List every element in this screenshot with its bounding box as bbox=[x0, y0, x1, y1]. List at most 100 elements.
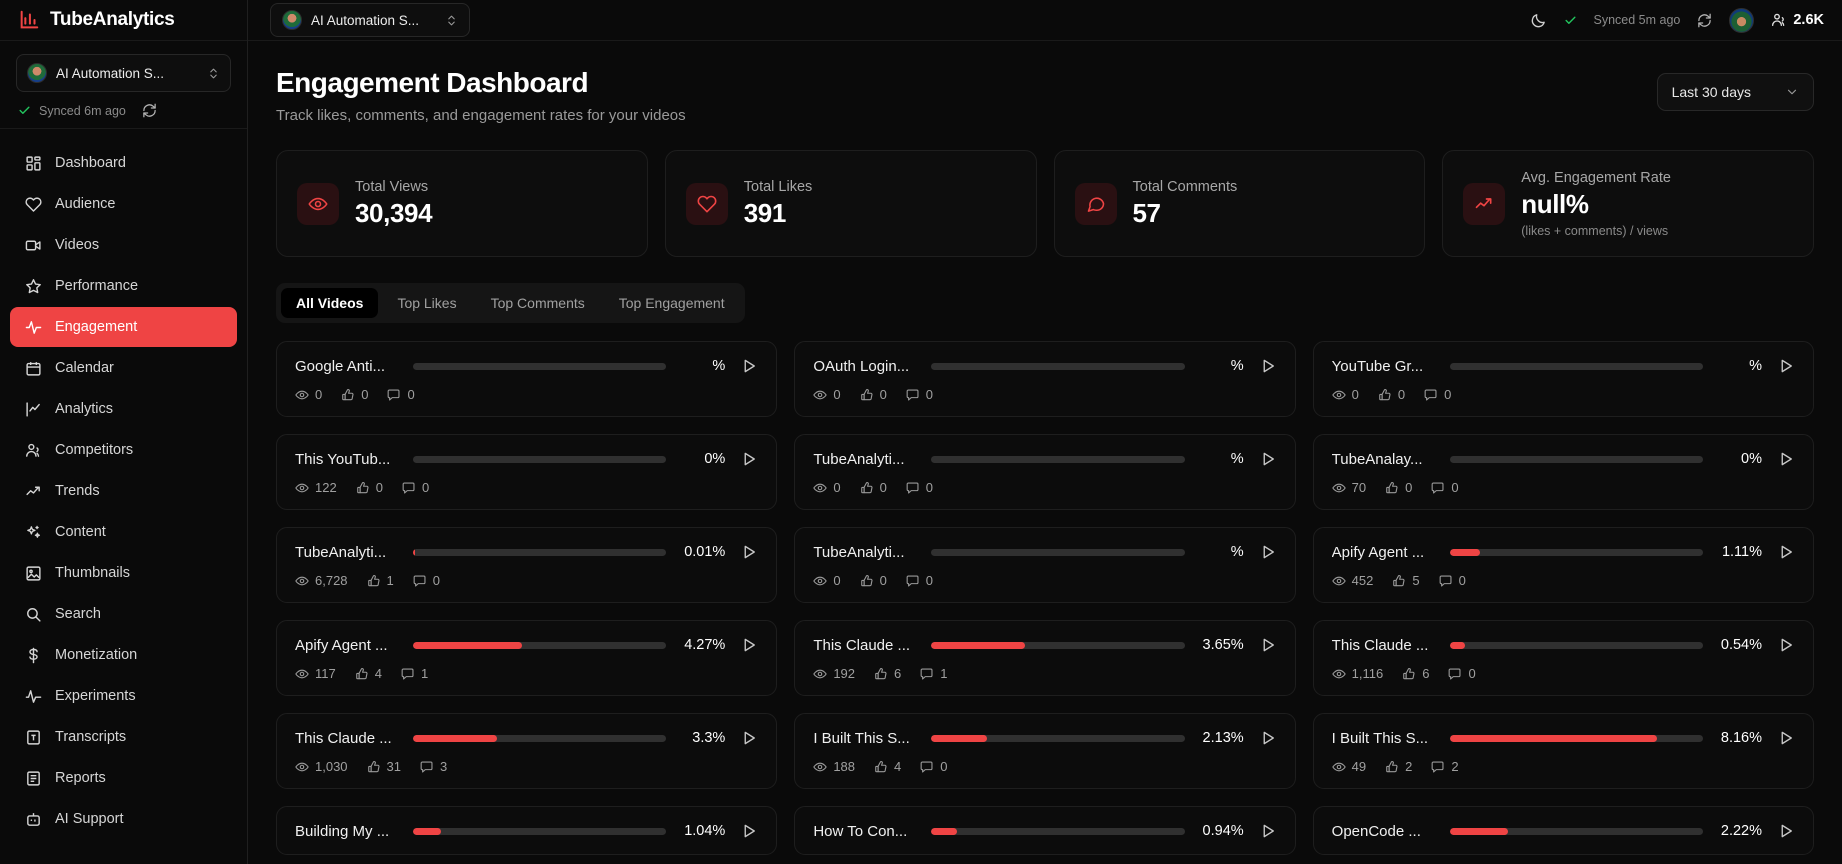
video-card[interactable]: This Claude ... 0.54% 1,116 6 0 bbox=[1312, 620, 1814, 696]
video-card[interactable]: I Built This S... 8.16% 49 2 2 bbox=[1312, 713, 1814, 789]
robot-icon bbox=[24, 810, 42, 828]
sidebar-item-audience[interactable]: Audience bbox=[10, 184, 237, 224]
video-card[interactable]: Apify Agent ... 4.27% 117 4 1 bbox=[276, 620, 778, 696]
topbar-sync-text: Synced 5m ago bbox=[1593, 13, 1681, 27]
sidebar-item-reports[interactable]: Reports bbox=[10, 758, 237, 798]
stat-value: 30,394 bbox=[355, 197, 433, 228]
eye-icon bbox=[1331, 388, 1346, 402]
likes-metric: 0 bbox=[860, 573, 887, 588]
engagement-rate-value: 2.22% bbox=[1720, 823, 1762, 839]
play-icon[interactable] bbox=[1257, 822, 1277, 840]
play-icon[interactable] bbox=[738, 450, 758, 468]
sidebar-item-transcripts[interactable]: Transcripts bbox=[10, 717, 237, 757]
play-icon[interactable] bbox=[1257, 729, 1277, 747]
video-card[interactable]: YouTube Gr...% 0 0 0 bbox=[1312, 341, 1814, 417]
video-metrics: 452 5 0 bbox=[1331, 573, 1795, 588]
sidebar-item-search[interactable]: Search bbox=[10, 594, 237, 634]
sidebar-item-thumbnails[interactable]: Thumbnails bbox=[10, 553, 237, 593]
sidebar-item-engagement[interactable]: Engagement bbox=[10, 307, 237, 347]
comments-metric-value: 0 bbox=[1444, 387, 1452, 402]
video-card[interactable]: TubeAnalyti... 0.01% 6,728 1 0 bbox=[276, 527, 778, 603]
video-card[interactable]: This Claude ... 3.65% 192 6 1 bbox=[794, 620, 1296, 696]
eye-icon bbox=[1331, 667, 1346, 681]
eye-icon bbox=[295, 388, 309, 402]
date-range-select[interactable]: Last 30 days bbox=[1656, 73, 1814, 111]
views-metric-value: 6,728 bbox=[315, 573, 348, 588]
play-icon[interactable] bbox=[1775, 543, 1795, 561]
sidebar-item-label: AI Support bbox=[55, 811, 124, 827]
sidebar-item-monetization[interactable]: Monetization bbox=[10, 635, 237, 675]
video-card[interactable]: OpenCode ... 2.22% bbox=[1312, 806, 1814, 855]
engagement-rate-value: % bbox=[1749, 358, 1762, 374]
play-icon[interactable] bbox=[1257, 543, 1277, 561]
sidebar-item-dashboard[interactable]: Dashboard bbox=[10, 143, 237, 183]
eye-icon bbox=[1331, 481, 1346, 495]
refresh-icon[interactable] bbox=[1697, 13, 1712, 28]
video-card-grid: Google Anti...% 0 0 0 OAuth Login...% 0 0 0 YouT… bbox=[276, 341, 1814, 864]
engagement-rate-value: 1.04% bbox=[684, 823, 726, 839]
engagement-rate-value: 0.94% bbox=[1202, 823, 1244, 839]
play-icon[interactable] bbox=[1775, 822, 1795, 840]
avatar[interactable] bbox=[1729, 7, 1755, 33]
thumbs-up-icon bbox=[341, 388, 355, 402]
sidebar-item-calendar[interactable]: Calendar bbox=[10, 348, 237, 388]
moon-icon[interactable] bbox=[1530, 12, 1547, 29]
sidebar-item-label: Performance bbox=[55, 278, 139, 294]
sidebar-item-experiments[interactable]: Experiments bbox=[10, 676, 237, 716]
tab-top-likes[interactable]: Top Likes bbox=[397, 295, 457, 311]
channel-selector[interactable]: AI Automation S... bbox=[16, 54, 231, 92]
video-card[interactable]: How To Con... 0.94% bbox=[794, 806, 1296, 855]
play-icon[interactable] bbox=[738, 822, 758, 840]
video-metrics: 6,728 1 0 bbox=[295, 573, 758, 588]
play-icon[interactable] bbox=[1775, 450, 1795, 468]
video-card[interactable]: Google Anti...% 0 0 0 bbox=[276, 341, 778, 417]
sidebar-item-performance[interactable]: Performance bbox=[10, 266, 237, 306]
play-icon[interactable] bbox=[1257, 450, 1277, 468]
play-icon[interactable] bbox=[1257, 357, 1277, 375]
stat-label: Total Likes bbox=[743, 178, 813, 195]
sidebar-item-trends[interactable]: Trends bbox=[10, 471, 237, 511]
play-icon[interactable] bbox=[738, 636, 758, 654]
play-icon[interactable] bbox=[1775, 729, 1795, 747]
play-icon[interactable] bbox=[1257, 636, 1277, 654]
sidebar-item-ai-support[interactable]: AI Support bbox=[10, 799, 237, 839]
sidebar-item-videos[interactable]: Videos bbox=[10, 225, 237, 265]
stat-cards: Total Views 30,394 Total Likes 391 bbox=[276, 150, 1814, 257]
comments-metric-value: 0 bbox=[940, 759, 948, 774]
sidebar-item-competitors[interactable]: Competitors bbox=[10, 430, 237, 470]
tab-top-engagement[interactable]: Top Engagement bbox=[618, 295, 725, 311]
comment-icon bbox=[401, 667, 415, 681]
views-metric-value: 1,116 bbox=[1351, 666, 1384, 681]
engagement-progress-fill bbox=[1449, 548, 1481, 556]
refresh-icon[interactable] bbox=[142, 103, 157, 118]
topbar-channel-selector[interactable]: AI Automation S... bbox=[270, 3, 470, 37]
video-card[interactable]: Building My ... 1.04% bbox=[276, 806, 778, 855]
sidebar-item-analytics[interactable]: Analytics bbox=[10, 389, 237, 429]
chevron-up-down-icon bbox=[445, 14, 458, 27]
stat-label: Total Comments bbox=[1132, 178, 1238, 195]
play-icon[interactable] bbox=[1775, 357, 1795, 375]
comments-metric-value: 1 bbox=[420, 666, 429, 681]
video-card[interactable]: TubeAnalay... 0% 70 0 0 bbox=[1312, 434, 1814, 510]
play-icon[interactable] bbox=[1775, 636, 1795, 654]
views-metric: 452 bbox=[1331, 573, 1373, 588]
image-icon bbox=[24, 564, 42, 582]
play-icon[interactable] bbox=[738, 357, 758, 375]
play-icon[interactable] bbox=[738, 729, 758, 747]
video-card[interactable]: I Built This S... 2.13% 188 4 0 bbox=[794, 713, 1296, 789]
play-icon[interactable] bbox=[738, 543, 758, 561]
tab-all-videos[interactable]: All Videos bbox=[281, 288, 379, 318]
sidebar-item-content[interactable]: Content bbox=[10, 512, 237, 552]
video-card[interactable]: This Claude ... 3.3% 1,030 31 3 bbox=[276, 713, 778, 789]
video-card[interactable]: OAuth Login...% 0 0 0 bbox=[794, 341, 1296, 417]
channel-name: AI Automation S... bbox=[311, 12, 420, 28]
video-card[interactable]: TubeAnalyti...% 0 0 0 bbox=[794, 434, 1296, 510]
sidebar: TubeAnalytics AI Automation S... Synced … bbox=[0, 0, 248, 864]
video-card[interactable]: This YouTub... 0% 122 0 0 bbox=[276, 434, 778, 510]
video-card[interactable]: TubeAnalyti...% 0 0 0 bbox=[794, 527, 1296, 603]
views-metric-value: 0 bbox=[315, 387, 323, 402]
tab-top-comments[interactable]: Top Comments bbox=[490, 295, 585, 311]
likes-metric-value: 0 bbox=[1405, 480, 1413, 495]
video-title: This Claude ... bbox=[295, 729, 392, 747]
video-card[interactable]: Apify Agent ... 1.11% 452 5 0 bbox=[1312, 527, 1814, 603]
